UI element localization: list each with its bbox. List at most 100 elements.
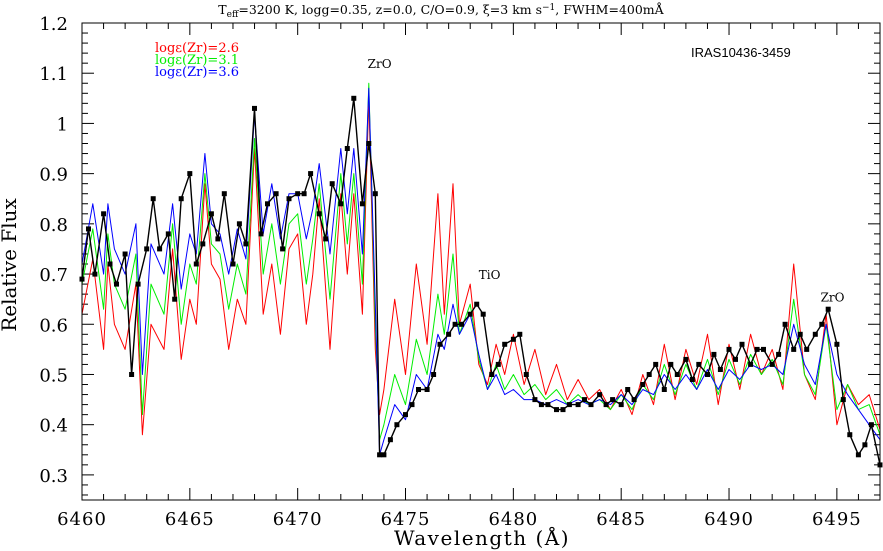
data-point [560,407,566,413]
data-point [825,306,831,312]
y-tick-label: 0.7 [39,265,68,286]
data-point [625,387,631,392]
chart-title: Teff=3200 K, logg=0.35, z=0.0, C/O=0.9, … [218,2,664,20]
data-point [782,321,788,327]
data-point [847,432,853,438]
title-pre: T [218,2,227,17]
data-point [834,341,840,347]
data-point [308,171,314,177]
data-point [286,196,292,202]
data-point [661,387,667,392]
data-point [618,402,624,408]
data-point [597,392,603,398]
data-point [101,211,107,217]
data-point [631,397,637,403]
x-axis-label: Wavelength (Å) [394,525,570,550]
data-point [178,196,184,202]
y-tick-label: 0.6 [39,315,68,336]
data-point [165,231,171,237]
x-tick-label: 6480 [488,509,538,530]
data-point [739,341,745,347]
data-point [776,351,782,357]
data-point [403,412,408,418]
y-tick-label: 0.3 [39,466,68,487]
y-tick-label: 0.5 [39,365,68,386]
data-point [150,196,156,202]
data-point [144,246,150,252]
data-point [200,241,206,247]
data-point [122,251,128,257]
data-point [381,452,387,458]
data-point [265,201,270,207]
data-point [474,301,480,307]
data-point [812,331,818,337]
data-point [517,331,523,337]
data-point [532,397,538,403]
data-point [566,402,572,408]
series-1 [81,97,881,436]
data-point [135,281,141,287]
data-point [582,397,587,403]
data-point [538,402,544,408]
data-point [187,171,193,177]
data-point [510,336,516,342]
data-point [431,372,437,377]
data-point [230,261,236,267]
data-point [575,402,581,408]
data-point [366,141,372,146]
data-point [495,361,501,367]
data-point [273,191,279,197]
data-point [523,372,529,377]
y-tick-label: 1.1 [39,64,68,85]
data-point [868,422,874,428]
data-point [215,236,221,242]
legend-entry: logε(Zr)=3.6 [155,65,239,80]
data-point [323,236,329,242]
data-point [107,261,113,267]
data-point [301,191,307,197]
annotation-label: ZrO [821,291,845,305]
data-point [329,181,335,187]
data-point [653,361,659,367]
data-point [416,387,421,392]
data-point [452,321,458,327]
data-point [769,361,775,367]
data-point [610,397,616,403]
data-point [236,221,242,227]
series-line [81,97,881,436]
data-point [819,321,825,327]
series-line [81,82,881,441]
x-tick-label: 6485 [596,509,646,530]
data-point [316,211,322,217]
data-point [705,372,710,377]
data-point [640,382,646,387]
data-point [689,377,695,382]
data-point [459,321,465,327]
y-tick-label: 0.9 [39,165,68,186]
title-sub: eff [227,10,239,20]
y-tick-label: 1 [57,114,68,135]
data-point [221,191,227,197]
x-tick-label: 6470 [273,509,323,530]
data-point [208,211,214,217]
plot-frame [81,22,881,501]
x-tick-label: 6475 [381,509,431,530]
data-point [467,311,473,317]
data-point [280,246,286,252]
y-tick-label: 0.8 [39,215,68,236]
data-point [437,341,443,347]
data-point [372,191,378,197]
data-point [603,402,609,408]
data-point [554,407,559,413]
legend-entry: logε(Zr)=3.1 [155,53,239,68]
data-point [446,331,452,337]
data-point [489,372,495,377]
y-tick-label: 0.4 [39,416,68,437]
data-point [588,402,594,408]
data-point [668,361,674,367]
annotations: ZrO TiO ZrO [368,57,845,304]
axis-ticks: 6460 6465 6470 6475 6480 6485 6490 6495 0.3 0.4 0.… [39,14,881,530]
data-point [394,422,400,428]
data-point [717,367,723,372]
